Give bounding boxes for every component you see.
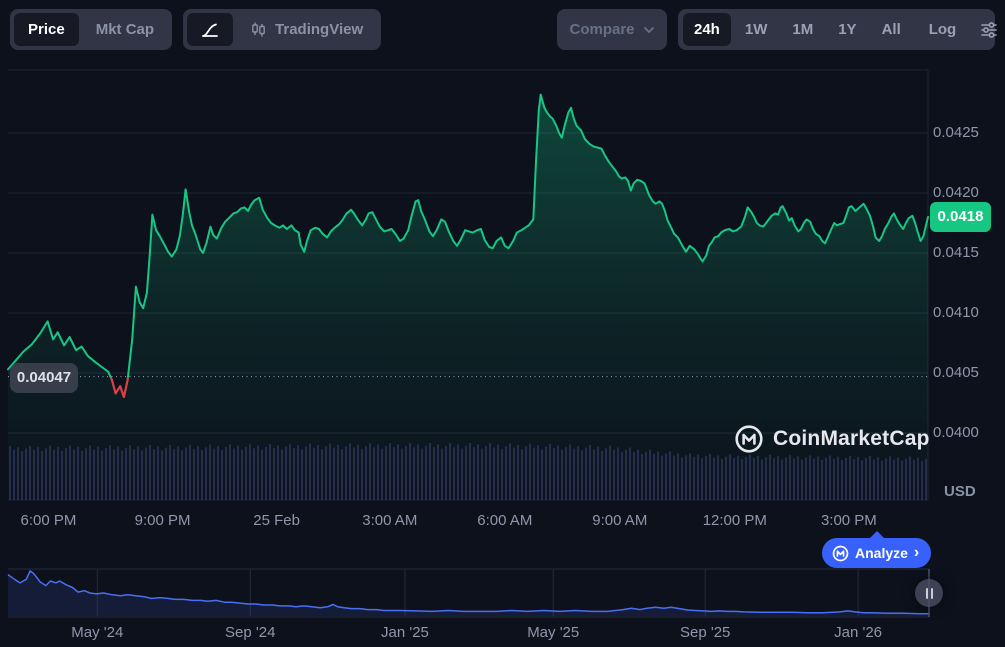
range-1m[interactable]: 1M <box>781 13 824 46</box>
coinmarketcap-logo-icon <box>735 425 763 453</box>
toolbar-right: Compare 24h 1W 1M 1Y All Log <box>557 9 998 50</box>
navigator-axis-label: Jan '26 <box>834 624 883 641</box>
navigator-axis-label: May '24 <box>71 624 124 641</box>
tradingview-type-button[interactable]: TradingView <box>236 13 377 46</box>
cmc-analyze-icon <box>832 545 849 561</box>
currency-label: USD <box>944 483 976 500</box>
candlestick-icon <box>252 22 265 36</box>
range-24h[interactable]: 24h <box>683 13 731 46</box>
mktcap-tab[interactable]: Mkt Cap <box>82 13 168 46</box>
y-axis-label: 0.0415 <box>933 244 979 262</box>
log-scale-button[interactable]: Log <box>918 13 968 46</box>
navigator-axis-label: Jan '25 <box>380 624 429 641</box>
navigator-handle[interactable] <box>915 579 943 607</box>
compare-label: Compare <box>569 21 635 38</box>
tradingview-label: TradingView <box>275 21 364 38</box>
chart-settings-button[interactable] <box>973 13 1005 46</box>
x-axis-label: 12:00 PM <box>702 512 767 529</box>
watermark: CoinMarketCap <box>734 424 930 454</box>
y-axis-label: 0.0400 <box>933 424 979 442</box>
chevron-right-icon: › <box>913 543 920 561</box>
range-1w[interactable]: 1W <box>734 13 779 46</box>
x-axis-label: 6:00 AM <box>477 512 533 529</box>
watermark-text: CoinMarketCap <box>773 427 930 450</box>
sliders-icon <box>981 21 998 38</box>
x-axis-label: 3:00 PM <box>820 512 877 529</box>
line-chart-type-button[interactable] <box>187 13 234 46</box>
x-axis-label: 25 Feb <box>253 512 300 529</box>
chart-type-toggle: TradingView <box>183 9 382 50</box>
chevron-down-icon <box>643 26 654 33</box>
y-axis-label: 0.0405 <box>933 364 979 382</box>
analyze-label: Analyze <box>855 545 908 561</box>
x-axis-label: 6:00 PM <box>20 512 77 529</box>
navigator-axis-label: Sep '25 <box>679 624 731 641</box>
price-mktcap-toggle: Price Mkt Cap <box>10 9 173 50</box>
chart-toolbar: Price Mkt Cap TradingView Compare <box>10 9 998 50</box>
y-axis-label: 0.0425 <box>933 124 979 141</box>
y-axis-label: 0.0420 <box>933 184 979 201</box>
prev-close-label: 0.04047 <box>10 362 78 393</box>
x-axis-label: 3:00 AM <box>362 512 418 529</box>
x-axis-label: 9:00 AM <box>592 512 648 529</box>
range-1y[interactable]: 1Y <box>827 13 867 46</box>
navigator-axis-label: Sep '24 <box>225 624 276 641</box>
y-axis-label: 0.0410 <box>933 304 979 322</box>
price-tab[interactable]: Price <box>14 13 79 46</box>
compare-button[interactable]: Compare <box>557 9 667 50</box>
last-price-badge: 0.0418 <box>930 202 991 232</box>
range-selector: 24h 1W 1M 1Y All Log <box>678 9 998 50</box>
range-all[interactable]: All <box>871 13 912 46</box>
x-axis-label: 9:00 PM <box>134 512 191 529</box>
navigator-axis-label: May '25 <box>527 624 580 641</box>
line-chart-icon <box>202 23 218 37</box>
analyze-button[interactable]: Analyze › <box>822 531 932 568</box>
